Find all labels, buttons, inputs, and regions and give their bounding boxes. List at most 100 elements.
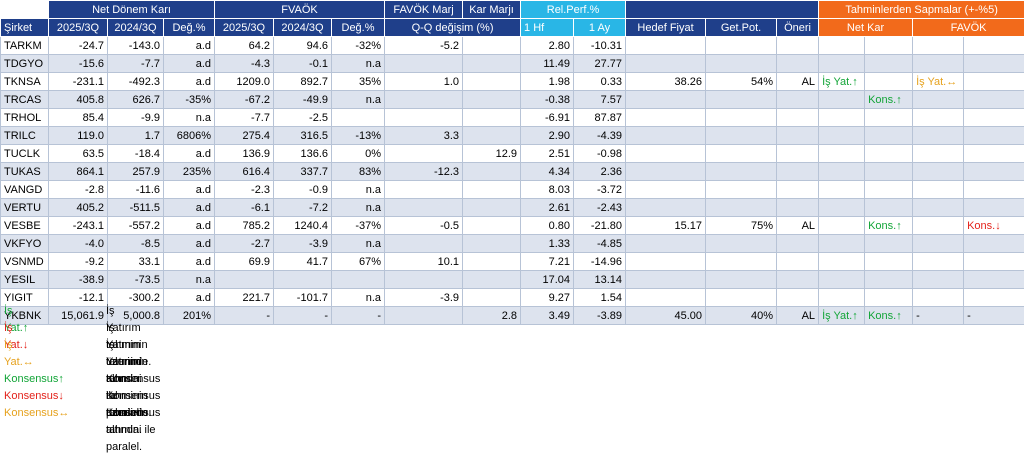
net-kar-2025: -15.6 (49, 55, 108, 73)
net-kar-change: a.d (164, 181, 215, 199)
kar-marji-qq (463, 217, 521, 235)
net-kar-2024: -73.5 (108, 271, 164, 289)
deviation-net-kar-kons (865, 289, 913, 307)
net-kar-change: a.d (164, 73, 215, 91)
target-price: 45.00 (626, 307, 706, 325)
kar-marji-qq (463, 37, 521, 55)
deviation-favok-kons (964, 55, 1024, 73)
potential (706, 271, 777, 289)
net-kar-2024: -511.5 (108, 199, 164, 217)
favok-marj-qq: 3.3 (385, 127, 463, 145)
favok-marj-qq: -12.3 (385, 163, 463, 181)
kar-marji-qq (463, 181, 521, 199)
net-kar-2025: 15,061.9 (49, 307, 108, 325)
company-name: VSNMD (1, 253, 49, 271)
favok-marj-qq (385, 181, 463, 199)
recommendation (777, 235, 819, 253)
favok-2025 (215, 271, 274, 289)
rel-perf-1hf: 2.51 (521, 145, 574, 163)
favok-2025: 1209.0 (215, 73, 274, 91)
header-oneri: Öneri (777, 19, 819, 37)
legend-key: Konsensus↑ (4, 371, 64, 388)
header-get-pot: Get.Pot. (706, 19, 777, 37)
favok-marj-qq (385, 55, 463, 73)
header-favok-marj: FAVÖK Marj (385, 1, 463, 19)
favok-marj-qq: -0.5 (385, 217, 463, 235)
rel-perf-1hf: 1.33 (521, 235, 574, 253)
company-name: VERTU (1, 199, 49, 217)
deviation-net-kar-is (819, 145, 865, 163)
rel-perf-1ay: -4.85 (574, 235, 626, 253)
header-nk-deg: Değ.% (164, 19, 215, 37)
target-price (626, 55, 706, 73)
header-net-donem-kari: Net Dönem Karı (49, 1, 215, 19)
header-fv-deg: Değ.% (332, 19, 385, 37)
favok-change: 35% (332, 73, 385, 91)
kar-marji-qq (463, 235, 521, 253)
header-blank (1, 1, 49, 19)
recommendation (777, 55, 819, 73)
net-kar-change: a.d (164, 145, 215, 163)
header-favok: FVAÖK (215, 1, 385, 19)
company-name: VESBE (1, 217, 49, 235)
net-kar-2025: -231.1 (49, 73, 108, 91)
favok-change: 83% (332, 163, 385, 181)
target-price (626, 163, 706, 181)
target-price (626, 181, 706, 199)
legend-key: Konsensus↔ (4, 405, 69, 422)
deviation-net-kar-is (819, 163, 865, 181)
deviation-favok-kons (964, 253, 1024, 271)
header-nk-2024: 2024/3Q (108, 19, 164, 37)
favok-change: - (332, 307, 385, 325)
recommendation (777, 37, 819, 55)
recommendation (777, 271, 819, 289)
favok-2024: -101.7 (274, 289, 332, 307)
favok-change (332, 271, 385, 289)
favok-change: -37% (332, 217, 385, 235)
deviation-favok-is (913, 199, 964, 217)
deviation-favok-kons (964, 163, 1024, 181)
header-rel-perf: Rel.Perf.% (521, 1, 626, 19)
recommendation (777, 253, 819, 271)
target-price (626, 145, 706, 163)
net-kar-2024: -11.6 (108, 181, 164, 199)
favok-change: -13% (332, 127, 385, 145)
recommendation (777, 109, 819, 127)
recommendation (777, 127, 819, 145)
net-kar-2025: 405.8 (49, 91, 108, 109)
rel-perf-1ay: 27.77 (574, 55, 626, 73)
net-kar-change: 201% (164, 307, 215, 325)
potential (706, 37, 777, 55)
deviation-net-kar-is (819, 91, 865, 109)
header-sapmalar: Tahminlerden Sapmalar (+-%5) (819, 1, 1024, 19)
rel-perf-1ay: 0.33 (574, 73, 626, 91)
rel-perf-1hf: 9.27 (521, 289, 574, 307)
net-kar-2024: -7.7 (108, 55, 164, 73)
deviation-favok-is (913, 271, 964, 289)
target-price (626, 127, 706, 145)
favok-change: n.a (332, 199, 385, 217)
favok-change: -32% (332, 37, 385, 55)
kar-marji-qq (463, 91, 521, 109)
favok-marj-qq (385, 307, 463, 325)
deviation-favok-kons (964, 181, 1024, 199)
deviation-net-kar-is (819, 199, 865, 217)
favok-change: n.a (332, 235, 385, 253)
company-name: YESIL (1, 271, 49, 289)
rel-perf-1ay: -21.80 (574, 217, 626, 235)
deviation-favok-is (913, 145, 964, 163)
company-name: TRILC (1, 127, 49, 145)
company-name: VANGD (1, 181, 49, 199)
favok-marj-qq: 1.0 (385, 73, 463, 91)
rel-perf-1hf: 3.49 (521, 307, 574, 325)
favok-change: n.a (332, 55, 385, 73)
deviation-favok-kons (964, 199, 1024, 217)
deviation-net-kar-kons (865, 127, 913, 145)
favok-2025: 64.2 (215, 37, 274, 55)
